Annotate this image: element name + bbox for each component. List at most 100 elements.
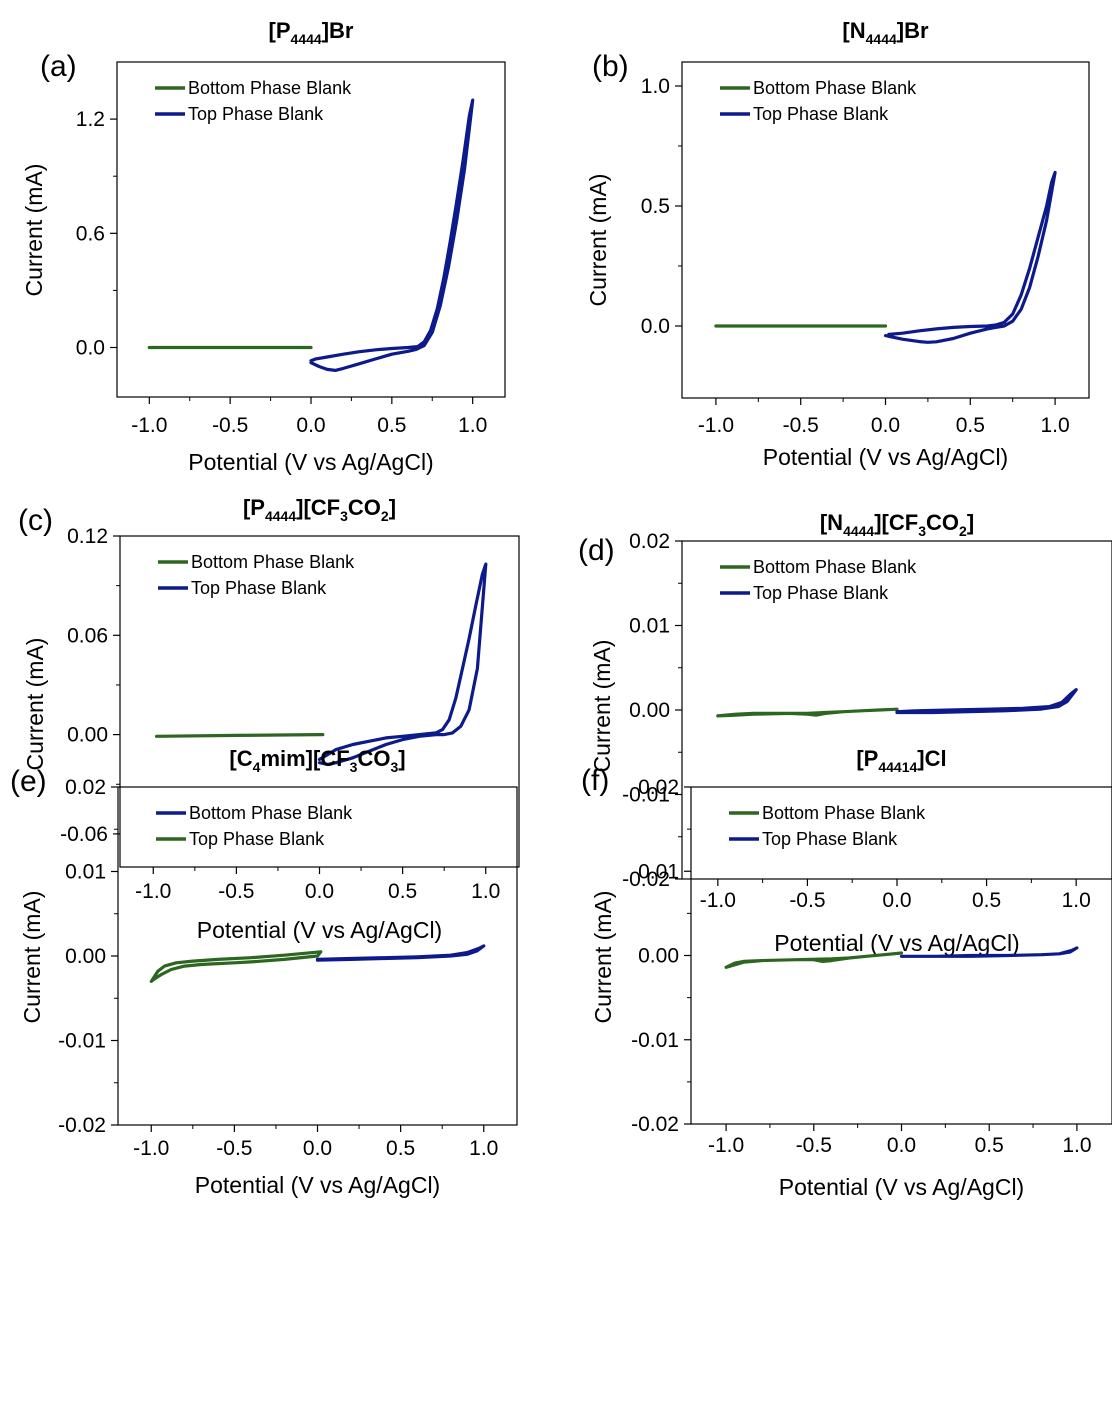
y-axis-label-b: Current (mA) bbox=[585, 174, 611, 307]
legend-label: Bottom Phase Blank bbox=[762, 803, 926, 823]
panel-d: (d) [N4444][CF3CO2] -1.0 -0.5 0.0 0.5 1.0 -0.02… bbox=[578, 510, 1112, 956]
y-tick-label: -0.01 bbox=[631, 1029, 679, 1052]
series-line-d-1 bbox=[895, 688, 1078, 715]
panel-title-d: [N4444][CF3CO2] bbox=[820, 510, 974, 539]
x-tick-label: -0.5 bbox=[789, 889, 825, 912]
series-line-f-0 bbox=[724, 951, 904, 969]
panel-title-b: [N4444]Br bbox=[842, 18, 929, 47]
y-tick-label: 0.0 bbox=[641, 315, 670, 338]
x-axis-label-e: Potential (V vs Ag/AgCl) bbox=[195, 1172, 440, 1198]
y-tick-label: 0.00 bbox=[67, 724, 108, 747]
panel-letter-d: (d) bbox=[578, 534, 615, 567]
x-tick-label: 0.5 bbox=[377, 414, 406, 437]
y-tick-label: -0.01 bbox=[58, 1030, 106, 1053]
legend-label: Bottom Phase Blank bbox=[191, 552, 355, 572]
legend-label: Top Phase Blank bbox=[189, 829, 325, 849]
x-tick-label: -1.0 bbox=[700, 889, 736, 912]
legend-label: Bottom Phase Blank bbox=[753, 557, 917, 577]
series-line-f-1 bbox=[899, 946, 1079, 958]
y-tick-label: 0.02 bbox=[638, 776, 679, 799]
y-tick-label: 0.01 bbox=[629, 615, 670, 638]
y-axis-label-f: Current (mA) bbox=[590, 891, 616, 1024]
y-tick-label: -0.02 bbox=[631, 1113, 679, 1136]
x-tick-label: 0.0 bbox=[305, 880, 334, 903]
x-tick-label: 0.5 bbox=[386, 1137, 415, 1160]
legend-label: Bottom Phase Blank bbox=[189, 803, 353, 823]
x-tick-label: -1.0 bbox=[698, 414, 734, 437]
panel-title-a: [P4444]Br bbox=[269, 18, 354, 47]
x-tick-label: -1.0 bbox=[708, 1134, 744, 1157]
y-axis-label-a: Current (mA) bbox=[21, 164, 47, 297]
y-tick-label: 0.5 bbox=[641, 195, 670, 218]
x-tick-label: 0.5 bbox=[388, 880, 417, 903]
y-tick-label: 0.00 bbox=[65, 945, 106, 968]
x-tick-label: 0.0 bbox=[887, 1134, 916, 1157]
y-tick-label: 0.02 bbox=[629, 530, 670, 553]
legend-label: Bottom Phase Blank bbox=[188, 78, 352, 98]
panel-b: (b) [N4444]Br -1.0 -0.5 0.0 0.5 1.0 0.0 0.5 1.0 Po… bbox=[585, 18, 1090, 470]
x-axis-label-f: Potential (V vs Ag/AgCl) bbox=[779, 1174, 1024, 1200]
legend-label: Top Phase Blank bbox=[191, 578, 327, 598]
y-tick-label: 0.02 bbox=[65, 776, 106, 799]
x-tick-label: -0.5 bbox=[216, 1137, 252, 1160]
panel-letter-b: (b) bbox=[592, 50, 629, 83]
y-axis-label-d: Current (mA) bbox=[589, 640, 615, 773]
series-line-a-1 bbox=[309, 98, 475, 372]
y-tick-label: -0.06 bbox=[60, 823, 108, 846]
x-tick-label: 0.0 bbox=[882, 889, 911, 912]
series-line-c-1 bbox=[317, 562, 488, 767]
panel-letter-a: (a) bbox=[40, 50, 77, 83]
x-tick-label: 1.0 bbox=[469, 1137, 498, 1160]
series-line-c-0 bbox=[155, 732, 325, 738]
y-tick-label: -0.02 bbox=[58, 1114, 106, 1137]
x-tick-label: 1.0 bbox=[1040, 414, 1069, 437]
panel-title-c: [P4444][CF3CO2] bbox=[243, 495, 396, 524]
legend-label: Top Phase Blank bbox=[753, 104, 889, 124]
panel-letter-f: (f) bbox=[581, 764, 609, 797]
y-axis-label-e: Current (mA) bbox=[19, 891, 45, 1024]
legend-label: Top Phase Blank bbox=[188, 104, 324, 124]
y-tick-label: 0.12 bbox=[67, 525, 108, 548]
x-axis-label-a: Potential (V vs Ag/AgCl) bbox=[188, 449, 433, 475]
y-tick-label: 0.01 bbox=[65, 861, 106, 884]
x-tick-label: 0.5 bbox=[956, 414, 985, 437]
x-axis-label-b: Potential (V vs Ag/AgCl) bbox=[763, 444, 1008, 470]
x-tick-label: -0.5 bbox=[796, 1134, 832, 1157]
series-line-e-0 bbox=[149, 950, 323, 984]
x-tick-label: -1.0 bbox=[133, 1137, 169, 1160]
legend-label: Top Phase Blank bbox=[762, 829, 898, 849]
x-tick-label: -0.5 bbox=[783, 414, 819, 437]
y-tick-label: 0.06 bbox=[67, 624, 108, 647]
panel-f: (f) [P44414]Cl -1.0 -0.5 0.0 0.5 1.0 -0.02 -0.01… bbox=[581, 746, 1112, 1200]
x-tick-label: 1.0 bbox=[471, 880, 500, 903]
x-axis-label-d: Potential (V vs Ag/AgCl) bbox=[774, 930, 1019, 956]
x-tick-label: 0.0 bbox=[303, 1137, 332, 1160]
x-tick-label: -1.0 bbox=[131, 414, 167, 437]
x-tick-label: 0.5 bbox=[972, 889, 1001, 912]
panel-title-f: [P44414]Cl bbox=[856, 746, 946, 775]
panel-a: (a) [P4444]Br -1.0 -0.5 0.0 0.5 1.0 0.0 0.6 1.2 Po… bbox=[21, 18, 506, 475]
y-tick-label: 0.0 bbox=[76, 337, 105, 360]
y-tick-label: 1.0 bbox=[641, 75, 670, 98]
panel-title-e: [C4mim][CF3CO3] bbox=[229, 746, 405, 775]
legend-label: Top Phase Blank bbox=[753, 583, 889, 603]
y-axis-label-c: Current (mA) bbox=[22, 638, 48, 771]
y-tick-label: 0.00 bbox=[638, 945, 679, 968]
panel-letter-e: (e) bbox=[10, 765, 47, 798]
y-tick-label: -0.01 bbox=[622, 784, 670, 807]
series-line-d-0 bbox=[716, 707, 899, 718]
legend-label: Bottom Phase Blank bbox=[753, 78, 917, 98]
x-tick-label: 0.0 bbox=[871, 414, 900, 437]
y-tick-label: 0.00 bbox=[629, 699, 670, 722]
panel-e: (e) [C4mim][CF3CO3] -1.0 -0.5 0.0 0.5 1.0 -0.02… bbox=[10, 746, 518, 1198]
y-tick-label: 0.01 bbox=[638, 860, 679, 883]
series-line-b-1 bbox=[883, 170, 1057, 344]
x-tick-label: -0.5 bbox=[212, 414, 248, 437]
y-tick-label: -0.02 bbox=[622, 868, 670, 891]
x-tick-label: -0.5 bbox=[218, 880, 254, 903]
x-tick-label: -1.0 bbox=[135, 880, 171, 903]
x-tick-label: 0.5 bbox=[975, 1134, 1004, 1157]
y-tick-label: 0.6 bbox=[76, 222, 105, 245]
series-line-e-1 bbox=[315, 944, 486, 962]
